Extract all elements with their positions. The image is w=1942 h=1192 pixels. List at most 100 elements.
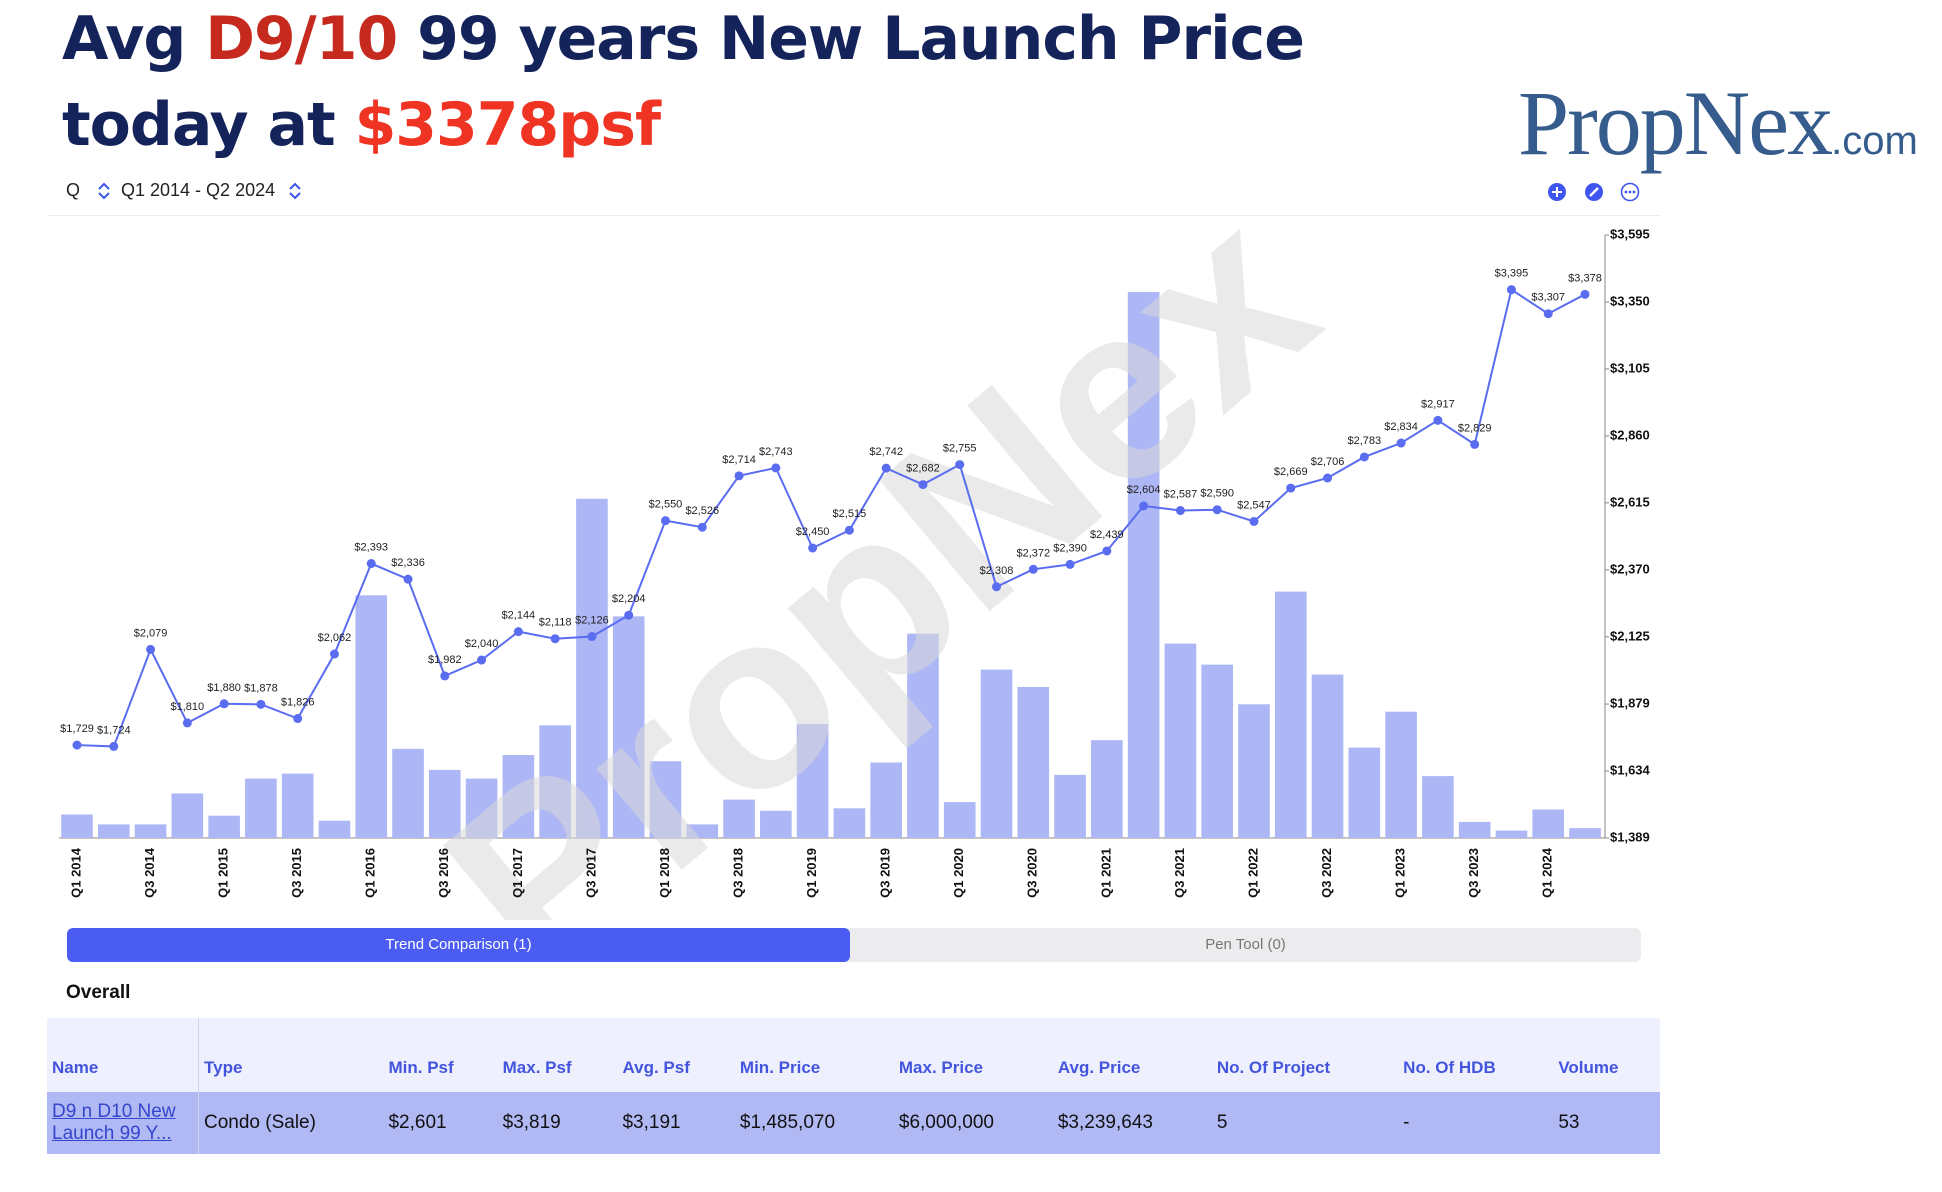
point xyxy=(1433,415,1443,425)
y-tick-label: $1,634 xyxy=(1610,762,1651,777)
x-tick-label: Q3 2014 xyxy=(142,847,157,898)
bar xyxy=(1017,686,1050,838)
row-link[interactable]: D9 n D10 New Launch 99 Y... xyxy=(52,1101,176,1144)
column-header: No. Of HDB xyxy=(1398,1018,1554,1092)
point xyxy=(1139,501,1149,511)
bar xyxy=(355,595,388,838)
x-tick-label: Q1 2021 xyxy=(1098,848,1113,898)
point xyxy=(513,627,523,637)
value-label: $2,706 xyxy=(1311,456,1345,468)
section-title: Overall xyxy=(66,982,131,1003)
logo-suffix: .com xyxy=(1831,119,1918,163)
range-select[interactable]: Q1 2014 - Q2 2024 xyxy=(121,180,302,201)
more-button[interactable] xyxy=(1620,182,1640,202)
value-label: $2,526 xyxy=(685,505,719,517)
value-label: $2,062 xyxy=(318,632,352,644)
bar xyxy=(576,498,608,838)
point xyxy=(955,460,965,470)
column-header: Max. Psf xyxy=(497,1018,618,1092)
bar xyxy=(1164,643,1197,838)
pen-button[interactable] xyxy=(1585,183,1603,201)
point xyxy=(771,463,781,473)
bar xyxy=(870,762,902,838)
tab[interactable]: Trend Comparison (1) xyxy=(67,928,850,962)
x-tick-label: Q1 2018 xyxy=(657,848,672,898)
y-tick-label: $3,350 xyxy=(1610,293,1650,308)
chart-tools xyxy=(1548,182,1640,202)
bar xyxy=(1311,674,1344,838)
x-tick-label: Q3 2018 xyxy=(730,848,745,898)
bar xyxy=(1238,704,1270,838)
point xyxy=(109,741,119,751)
bar xyxy=(1569,828,1601,838)
title-highlight: $3378psf xyxy=(354,90,662,160)
value-label: $1,729 xyxy=(60,723,94,735)
bar xyxy=(245,778,277,838)
title-text: Avg xyxy=(62,4,186,74)
x-tick-label: Q1 2022 xyxy=(1245,848,1260,898)
y-tick-label: $2,615 xyxy=(1610,494,1650,509)
value-label: $3,307 xyxy=(1531,292,1565,304)
value-label: $2,590 xyxy=(1200,488,1234,500)
divider xyxy=(47,215,1660,216)
select-chevron xyxy=(289,182,301,200)
bar xyxy=(1201,664,1234,838)
y-tick-label: $1,879 xyxy=(1610,695,1650,710)
point xyxy=(366,559,376,569)
bar xyxy=(428,769,461,838)
value-label: $2,450 xyxy=(796,526,830,538)
point xyxy=(182,718,192,728)
title-text: 99 years New Launch Price xyxy=(417,4,1305,74)
bar xyxy=(1127,291,1160,838)
chart: $1,389 $1,634 $1,879 $2,125 $2,370 $2,615 $2,8… xyxy=(59,154,1651,920)
column-header: Avg. Price xyxy=(1052,1018,1212,1092)
bar xyxy=(1091,740,1123,838)
value-label: $2,783 xyxy=(1347,435,1381,447)
value-label: $2,118 xyxy=(539,617,572,629)
table-cell: $3,239,643 xyxy=(1052,1092,1212,1154)
x-tick-label: Q1 2024 xyxy=(1540,847,1555,898)
column-header: Type xyxy=(198,1018,384,1092)
value-label: $2,372 xyxy=(1016,547,1050,559)
tab[interactable]: Pen Tool (0) xyxy=(1205,936,1286,953)
period-select[interactable]: Q xyxy=(66,180,111,201)
bar xyxy=(539,725,571,838)
bar xyxy=(61,814,93,838)
title-text: today at xyxy=(62,90,336,160)
value-label: $2,550 xyxy=(649,499,683,511)
point xyxy=(329,649,339,659)
add-button[interactable] xyxy=(1548,183,1566,201)
bar xyxy=(1495,830,1528,838)
value-label: $2,743 xyxy=(759,446,793,458)
value-label: $2,204 xyxy=(612,593,646,605)
bar xyxy=(318,820,351,838)
column-header: No. Of Project xyxy=(1211,1018,1399,1092)
bar xyxy=(465,778,498,838)
tab-bar: Trend Comparison (1) Pen Tool (0) xyxy=(67,928,1641,962)
summary-table: Name Type Min. Psf Max. Psf Avg. Psf Min. Pri… xyxy=(47,1018,1660,1154)
point xyxy=(1249,516,1259,526)
bar xyxy=(1422,776,1454,838)
table-cell: $3,191 xyxy=(617,1092,735,1154)
table-cell: $3,819 xyxy=(497,1092,618,1154)
value-label: $2,682 xyxy=(906,463,940,475)
value-label: $2,604 xyxy=(1127,484,1161,496)
point xyxy=(660,516,670,526)
bar xyxy=(980,669,1013,838)
point xyxy=(1359,452,1369,462)
bar xyxy=(134,824,167,838)
column-header: Min. Psf xyxy=(383,1018,498,1092)
y-tick-label: $3,105 xyxy=(1610,360,1650,375)
value-label: $2,336 xyxy=(391,557,425,569)
bar xyxy=(171,793,204,838)
point xyxy=(1396,438,1406,448)
point xyxy=(1065,559,1075,569)
bar xyxy=(208,815,240,838)
value-label: $2,390 xyxy=(1053,542,1087,554)
bar xyxy=(760,810,792,838)
point xyxy=(1543,309,1553,319)
value-label: $2,587 xyxy=(1164,489,1198,501)
x-tick-label: Q3 2017 xyxy=(583,848,598,898)
point xyxy=(146,644,156,654)
